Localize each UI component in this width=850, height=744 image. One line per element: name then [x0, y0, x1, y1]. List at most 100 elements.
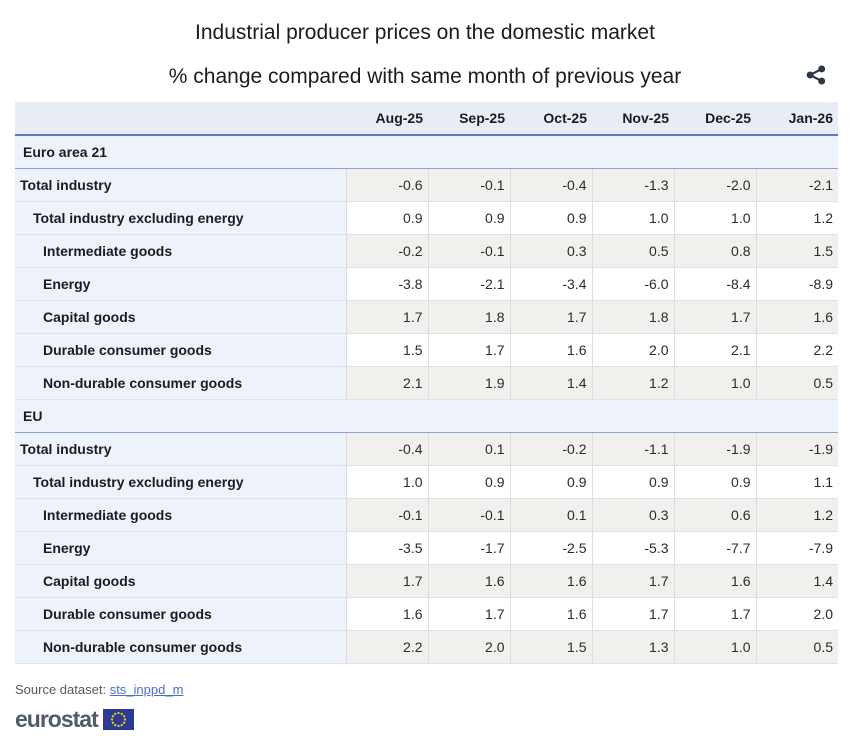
value-cell: 1.3 — [591, 630, 674, 664]
table-row: Capital goods 1.7 1.8 1.7 1.8 1.7 1.6 — [15, 300, 838, 334]
value-cell: 0.9 — [591, 465, 674, 499]
row-label: Total industry excluding energy — [15, 465, 346, 499]
column-header-row: Aug-25 Sep-25 Oct-25 Nov-25 Dec-25 Jan-26 — [15, 102, 838, 136]
value-cell: -1.1 — [591, 432, 674, 466]
value-cell: 2.1 — [673, 333, 756, 367]
value-cell: 1.7 — [591, 564, 674, 598]
value-cell: 1.6 — [509, 597, 592, 631]
row-label: Total industry excluding energy — [15, 201, 346, 235]
value-cell: -0.1 — [427, 234, 510, 268]
table-row: Capital goods 1.7 1.6 1.6 1.7 1.6 1.4 — [15, 564, 838, 598]
value-cell: -3.4 — [509, 267, 592, 301]
value-cell: 1.7 — [345, 300, 428, 334]
column-header: Oct-25 — [510, 102, 592, 136]
eurostat-logo: eurostat — [15, 707, 850, 731]
value-cell: -0.2 — [345, 234, 428, 268]
value-cell: 0.9 — [345, 201, 428, 235]
value-cell: 0.9 — [427, 201, 510, 235]
value-cell: 0.3 — [509, 234, 592, 268]
value-cell: 1.6 — [509, 333, 592, 367]
share-button[interactable] — [803, 62, 829, 88]
value-cell: 2.0 — [427, 630, 510, 664]
row-label: Non-durable consumer goods — [15, 630, 346, 664]
value-cell: -2.1 — [427, 267, 510, 301]
value-cell: 2.0 — [591, 333, 674, 367]
value-cell: -3.5 — [345, 531, 428, 565]
value-cell: -0.4 — [345, 432, 428, 466]
value-cell: 1.5 — [345, 333, 428, 367]
value-cell: -3.8 — [345, 267, 428, 301]
value-cell: 1.9 — [427, 366, 510, 400]
share-icon — [805, 65, 827, 89]
value-cell: 1.8 — [427, 300, 510, 334]
row-label: Energy — [15, 267, 346, 301]
eu-flag-icon — [102, 708, 134, 730]
value-cell: 1.7 — [509, 300, 592, 334]
value-cell: 0.5 — [591, 234, 674, 268]
column-header: Jan-26 — [756, 102, 838, 136]
table-row: Non-durable consumer goods 2.1 1.9 1.4 1.2 1.… — [15, 366, 838, 400]
value-cell: -1.3 — [591, 168, 674, 202]
group-row: EU — [15, 399, 838, 433]
page-subtitle: % change compared with same month of pre… — [168, 65, 682, 88]
widget-header: Industrial producer prices on the domest… — [0, 0, 850, 89]
value-cell: -7.9 — [755, 531, 838, 565]
value-cell: -8.4 — [673, 267, 756, 301]
row-label: Total industry — [15, 432, 346, 466]
value-cell: -0.4 — [509, 168, 592, 202]
value-cell: 1.7 — [345, 564, 428, 598]
value-cell: 0.8 — [673, 234, 756, 268]
data-table: Aug-25 Sep-25 Oct-25 Nov-25 Dec-25 Jan-26 Eur… — [15, 102, 838, 664]
value-cell: 1.6 — [509, 564, 592, 598]
value-cell: -7.7 — [673, 531, 756, 565]
value-cell: 1.2 — [591, 366, 674, 400]
row-label: Intermediate goods — [15, 498, 346, 532]
row-label-header — [15, 102, 346, 136]
value-cell: 0.3 — [591, 498, 674, 532]
value-cell: 0.5 — [755, 366, 838, 400]
column-header: Nov-25 — [592, 102, 674, 136]
table-row: Intermediate goods -0.2 -0.1 0.3 0.5 0.8 1.5 — [15, 234, 838, 268]
row-label: Total industry — [15, 168, 346, 202]
value-cell: 0.1 — [427, 432, 510, 466]
value-cell: -1.9 — [755, 432, 838, 466]
eurostat-logo-text: eurostat — [15, 706, 99, 732]
value-cell: 0.9 — [427, 465, 510, 499]
value-cell: 1.1 — [755, 465, 838, 499]
source-dataset-link[interactable]: sts_inppd_m — [109, 682, 184, 697]
value-cell: 2.2 — [345, 630, 428, 664]
row-label: Energy — [15, 531, 346, 565]
value-cell: 1.0 — [345, 465, 428, 499]
value-cell: -0.1 — [427, 498, 510, 532]
value-cell: -6.0 — [591, 267, 674, 301]
value-cell: 2.2 — [755, 333, 838, 367]
group-label: Euro area 21 — [15, 135, 838, 169]
value-cell: -0.1 — [345, 498, 428, 532]
value-cell: 2.0 — [755, 597, 838, 631]
value-cell: 1.7 — [427, 597, 510, 631]
value-cell: 1.8 — [591, 300, 674, 334]
value-cell: -5.3 — [591, 531, 674, 565]
column-header: Aug-25 — [346, 102, 428, 136]
row-label: Non-durable consumer goods — [15, 366, 346, 400]
value-cell: 1.6 — [345, 597, 428, 631]
page-title: Industrial producer prices on the domest… — [195, 21, 655, 44]
value-cell: 0.9 — [509, 201, 592, 235]
value-cell: -0.1 — [427, 168, 510, 202]
value-cell: -2.0 — [673, 168, 756, 202]
value-cell: 0.5 — [755, 630, 838, 664]
table-row: Durable consumer goods 1.5 1.7 1.6 2.0 2.1 2.2 — [15, 333, 838, 367]
value-cell: 1.6 — [673, 564, 756, 598]
column-header: Sep-25 — [428, 102, 510, 136]
value-cell: -2.5 — [509, 531, 592, 565]
value-cell: 1.2 — [755, 201, 838, 235]
table-row: Energy -3.5 -1.7 -2.5 -5.3 -7.7 -7.9 — [15, 531, 838, 565]
group-label: EU — [15, 399, 838, 433]
value-cell: 0.9 — [509, 465, 592, 499]
table-row: Durable consumer goods 1.6 1.7 1.6 1.7 1.7 2.0 — [15, 597, 838, 631]
column-header: Dec-25 — [674, 102, 756, 136]
value-cell: -8.9 — [755, 267, 838, 301]
value-cell: 0.9 — [673, 465, 756, 499]
table-row: Energy -3.8 -2.1 -3.4 -6.0 -8.4 -8.9 — [15, 267, 838, 301]
